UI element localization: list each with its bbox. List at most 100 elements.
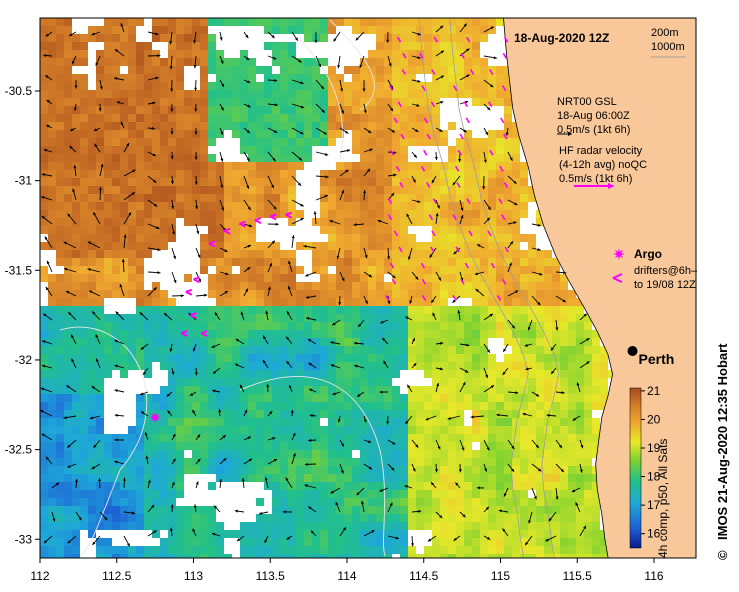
sst-cell [64, 490, 72, 498]
sst-cell [200, 146, 208, 154]
velocity-arrowhead [393, 173, 397, 177]
sst-cell [48, 82, 56, 90]
sst-cell [384, 394, 392, 402]
sst-cell [80, 138, 88, 146]
sst-cell [280, 106, 288, 114]
sst-cell [40, 490, 48, 498]
sst-cell [384, 202, 392, 210]
sst-cell [240, 410, 248, 418]
sst-cell [240, 274, 248, 282]
sst-cell [192, 394, 200, 402]
sst-cell [368, 554, 376, 558]
sst-cell [272, 426, 280, 434]
velocity-arrowhead [246, 57, 250, 60]
sst-cell [208, 258, 216, 266]
sst-cell [464, 50, 472, 58]
sst-cell [104, 466, 112, 474]
sst-cell [272, 114, 280, 122]
velocity-arrowhead [555, 496, 559, 500]
sst-cell [64, 74, 72, 82]
sst-cell [368, 290, 376, 298]
sst-cell [424, 450, 432, 458]
sst-cell [512, 330, 520, 338]
sst-cell [456, 554, 464, 558]
velocity-arrowhead [551, 370, 555, 374]
sst-cell [72, 194, 80, 202]
sst-cell [504, 178, 512, 186]
sst-cell [152, 298, 160, 306]
sst-cell [96, 90, 104, 98]
sst-cell [528, 498, 536, 506]
sst-cell [272, 170, 280, 178]
sst-cell [136, 362, 144, 370]
sst-cell [376, 314, 384, 322]
sst-cell [472, 506, 480, 514]
sst-cell [520, 362, 528, 370]
sst-cell [408, 322, 416, 330]
sst-cell [336, 522, 344, 530]
sst-cell [208, 218, 216, 226]
sst-cell [264, 90, 272, 98]
sst-cell [40, 458, 48, 466]
sst-cell [320, 226, 328, 234]
sst-cell [128, 210, 136, 218]
velocity-arrowhead [440, 50, 444, 54]
sst-cell [296, 162, 304, 170]
sst-cell [528, 514, 536, 522]
velocity-arrowhead [369, 148, 373, 152]
sst-cell [240, 466, 248, 474]
hf-radar-vector [501, 214, 506, 221]
sst-cell [280, 290, 288, 298]
sst-cell [64, 362, 72, 370]
sst-cell [96, 242, 104, 250]
velocity-arrowhead [452, 182, 456, 186]
sst-cell [376, 122, 384, 130]
sst-cell [384, 338, 392, 346]
sst-cell [400, 250, 408, 258]
sst-cell [376, 226, 384, 234]
velocity-arrowhead [193, 504, 197, 508]
sst-cell [248, 402, 256, 410]
sst-cell [504, 258, 512, 266]
velocity-arrowhead [78, 517, 82, 521]
sst-cell [296, 306, 304, 314]
sst-cell [352, 442, 360, 450]
sst-cell [56, 234, 64, 242]
sst-cell [104, 274, 112, 282]
sst-cell [224, 82, 232, 90]
sst-cell [208, 554, 216, 558]
sst-cell [56, 418, 64, 426]
sst-cell [128, 258, 136, 266]
sst-cell [360, 474, 368, 482]
sst-cell [408, 482, 416, 490]
velocity-arrowhead [572, 417, 576, 421]
sst-cell [216, 442, 224, 450]
velocity-arrowhead [265, 310, 269, 314]
sst-cell [232, 410, 240, 418]
sst-cell [424, 170, 432, 178]
sst-cell [448, 338, 456, 346]
sst-cell [392, 210, 400, 218]
sst-cell [256, 474, 264, 482]
sst-cell [256, 362, 264, 370]
sst-cell [376, 290, 384, 298]
sst-cell [304, 130, 312, 138]
sst-cell [168, 306, 176, 314]
sst-cell [248, 338, 256, 346]
sst-cell [232, 330, 240, 338]
sst-cell [528, 194, 536, 202]
sst-cell [528, 378, 536, 386]
sst-cell [488, 330, 496, 338]
velocity-arrowhead [220, 60, 224, 64]
sst-cell [432, 362, 440, 370]
sst-cell [72, 394, 80, 402]
sst-cell [512, 354, 520, 362]
hf-radar-vector [498, 198, 503, 204]
sst-cell [336, 234, 344, 242]
sst-cell [424, 34, 432, 42]
sst-cell [464, 82, 472, 90]
sst-cell [304, 498, 312, 506]
sst-cell [448, 458, 456, 466]
sst-cell [384, 522, 392, 530]
sst-cell [240, 194, 248, 202]
